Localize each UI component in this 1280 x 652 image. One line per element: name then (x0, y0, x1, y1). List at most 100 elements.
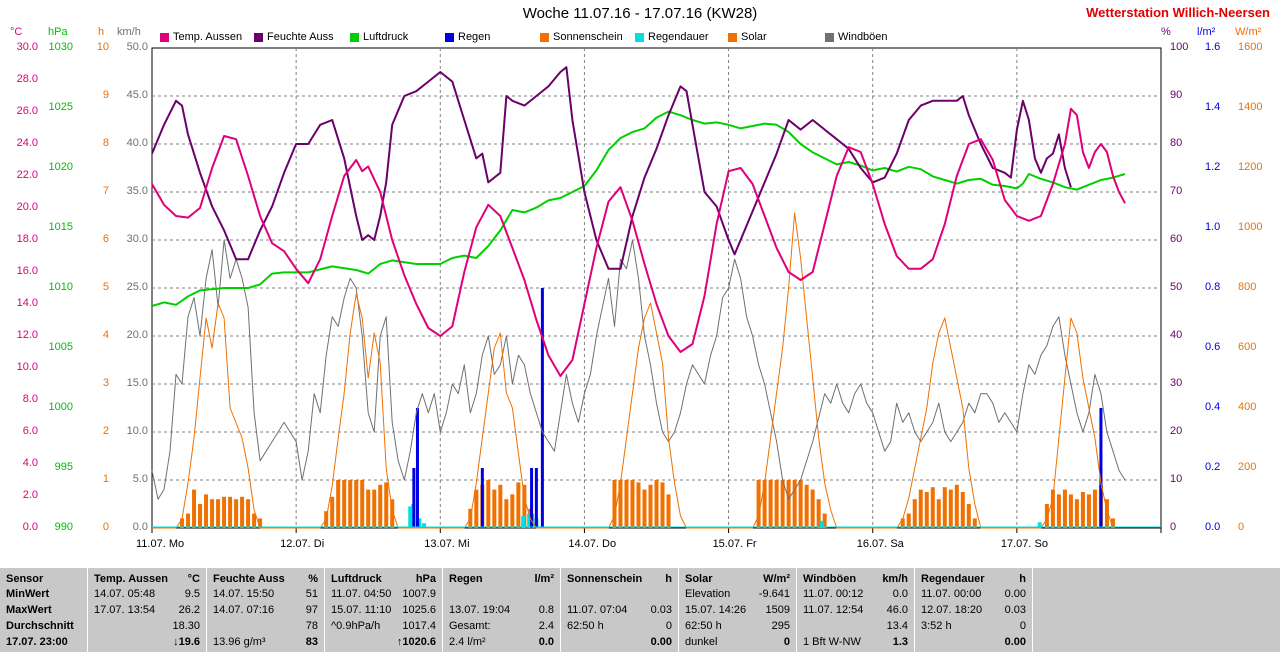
humidity-tick-label: 100 (1170, 41, 1189, 53)
bar-sonnenschein (624, 480, 629, 528)
bar-sonnenschein (510, 494, 515, 528)
legend-swatch (445, 32, 454, 42)
temp-tick-label: 2.0 (22, 489, 38, 501)
stats-cell: 1025.6 (402, 604, 436, 616)
bar-sonnenschein (240, 496, 245, 528)
stats-cell: 62:50 h (685, 620, 722, 632)
series-luftdruck (151, 110, 1126, 307)
stats-cell: 3:52 h (921, 620, 952, 632)
bar-sonnenschein (186, 513, 191, 528)
temp-tick-label: 30.0 (16, 41, 38, 53)
stats-cell: Durchschnitt (6, 620, 74, 632)
wind-tick-label: 10.0 (126, 425, 148, 437)
bar-regen (1099, 408, 1103, 528)
stats-cell: 0.8 (538, 604, 554, 616)
stats-cell: 0 (665, 620, 672, 632)
bar-sonnenschein (1056, 494, 1061, 528)
stats-cell: 18.30 (172, 620, 200, 632)
bar-sonnenschein (498, 484, 503, 528)
series-feuchteauss (151, 66, 1072, 270)
stats-cell: 2.4 (538, 620, 554, 632)
wind-tick-label: 5.0 (132, 473, 148, 485)
bar-sonnenschein (390, 499, 395, 528)
stats-cell: l/m² (534, 573, 554, 585)
legend-swatch (728, 32, 737, 42)
temp-axis-unit: °C (10, 26, 23, 38)
bar-sonnenschein (930, 487, 935, 528)
bar-sonnenschein (660, 482, 665, 528)
rain-tick-label: 0.2 (1205, 461, 1221, 473)
stats-cell: 0.00 (650, 636, 672, 648)
bar-sonnenschein (630, 480, 635, 528)
rain-tick-label: 1.6 (1205, 41, 1221, 53)
bar-sonnenschein (792, 480, 797, 528)
bar-sonnenschein (1044, 504, 1049, 528)
wind-tick-label: 30.0 (126, 233, 148, 245)
series-windben (151, 239, 1126, 500)
humidity-tick-label: 30 (1170, 377, 1183, 389)
wind-tick-label: 15.0 (126, 377, 148, 389)
bar-sonnenschein (756, 480, 761, 528)
bar-sonnenschein (246, 499, 251, 528)
temp-tick-label: 4.0 (22, 457, 38, 469)
bar-sonnenschein (516, 482, 521, 528)
bar-sonnenschein (654, 480, 659, 528)
chart-canvas (151, 47, 1162, 533)
bar-regen (415, 408, 419, 528)
bar-sonnenschein (360, 480, 365, 528)
stats-column: Regen l/m² 13.07. 19:04 0.8 Gesamt: 2.4 2.4 l/… (443, 568, 561, 652)
bar-sonnenschein (222, 496, 227, 528)
temp-tick-label: 20.0 (16, 201, 38, 213)
bar-regen (480, 468, 484, 528)
pressure-tick-label: 1025 (48, 101, 73, 113)
bar-sonnenschein (780, 480, 785, 528)
bar-sonnenschein (234, 499, 239, 528)
station-name: Wetterstation Willich-Neersen (1086, 5, 1270, 20)
legend-item: Sonnenschein (540, 31, 623, 43)
bar-sonnenschein (912, 499, 917, 528)
stats-cell: 11.07. 04:50 (331, 588, 392, 600)
temp-tick-label: 22.0 (16, 169, 38, 181)
legend-label: Regendauer (648, 31, 709, 43)
solar-tick-label: 1200 (1238, 161, 1263, 173)
stats-cell: hPa (415, 573, 436, 585)
stats-column: Regendauer h 11.07. 00:00 0.00 12.07. 18:20 0… (915, 568, 1033, 652)
day-label: 11.07. Mo (136, 538, 185, 550)
stats-cell: 14.07. 05:48 (94, 588, 156, 600)
bar-sonnenschein (258, 518, 263, 528)
sun-tick-label: 5 (102, 281, 109, 293)
stats-column: Windböen km/h 11.07. 00:12 0.0 11.07. 12:54 4… (797, 568, 915, 652)
legend-label: Luftdruck (363, 31, 409, 43)
temp-tick-label: 18.0 (16, 233, 38, 245)
temp-tick-label: 28.0 (16, 73, 38, 85)
rain-tick-label: 0.4 (1205, 401, 1221, 413)
temp-tick-label: 16.0 (16, 265, 38, 277)
bar-sonnenschein (252, 513, 257, 528)
humidity-tick-label: 60 (1170, 233, 1183, 245)
temp-tick-label: 26.0 (16, 105, 38, 117)
rain-tick-label: 0.6 (1205, 341, 1221, 353)
stats-cell: dunkel (685, 636, 718, 648)
bar-sonnenschein (384, 482, 389, 528)
sun-tick-label: 9 (102, 89, 109, 101)
bar-sonnenschein (972, 518, 977, 528)
stats-cell: MinWert (6, 588, 50, 600)
day-label: 15.07. Fr (712, 538, 757, 550)
bar-sonnenschein (474, 489, 479, 528)
stats-cell: ^0.9hPa/h (331, 620, 381, 632)
stats-cell: km/h (882, 573, 908, 585)
stats-cell: 26.2 (178, 604, 200, 616)
sun-tick-label: 3 (102, 377, 109, 389)
legend-label: Temp. Aussen (173, 31, 243, 43)
sun-axis-unit: h (98, 26, 105, 38)
bar-sonnenschein (768, 480, 773, 528)
stats-cell: 0.03 (1004, 604, 1026, 616)
wind-tick-label: 45.0 (126, 89, 148, 101)
stats-column: Luftdruck hPa 11.07. 04:50 1007.9 15.07. 11:… (325, 568, 443, 652)
stats-column: Feuchte Auss% 14.07. 15:50 51 14.07. 07:16 9… (207, 568, 325, 652)
legend-swatch (160, 32, 169, 42)
sun-tick-label: 0 (102, 521, 109, 533)
bar-sonnenschein (1080, 492, 1085, 528)
bar-regendauer (521, 516, 526, 528)
solar-tick-label: 1400 (1238, 101, 1263, 113)
